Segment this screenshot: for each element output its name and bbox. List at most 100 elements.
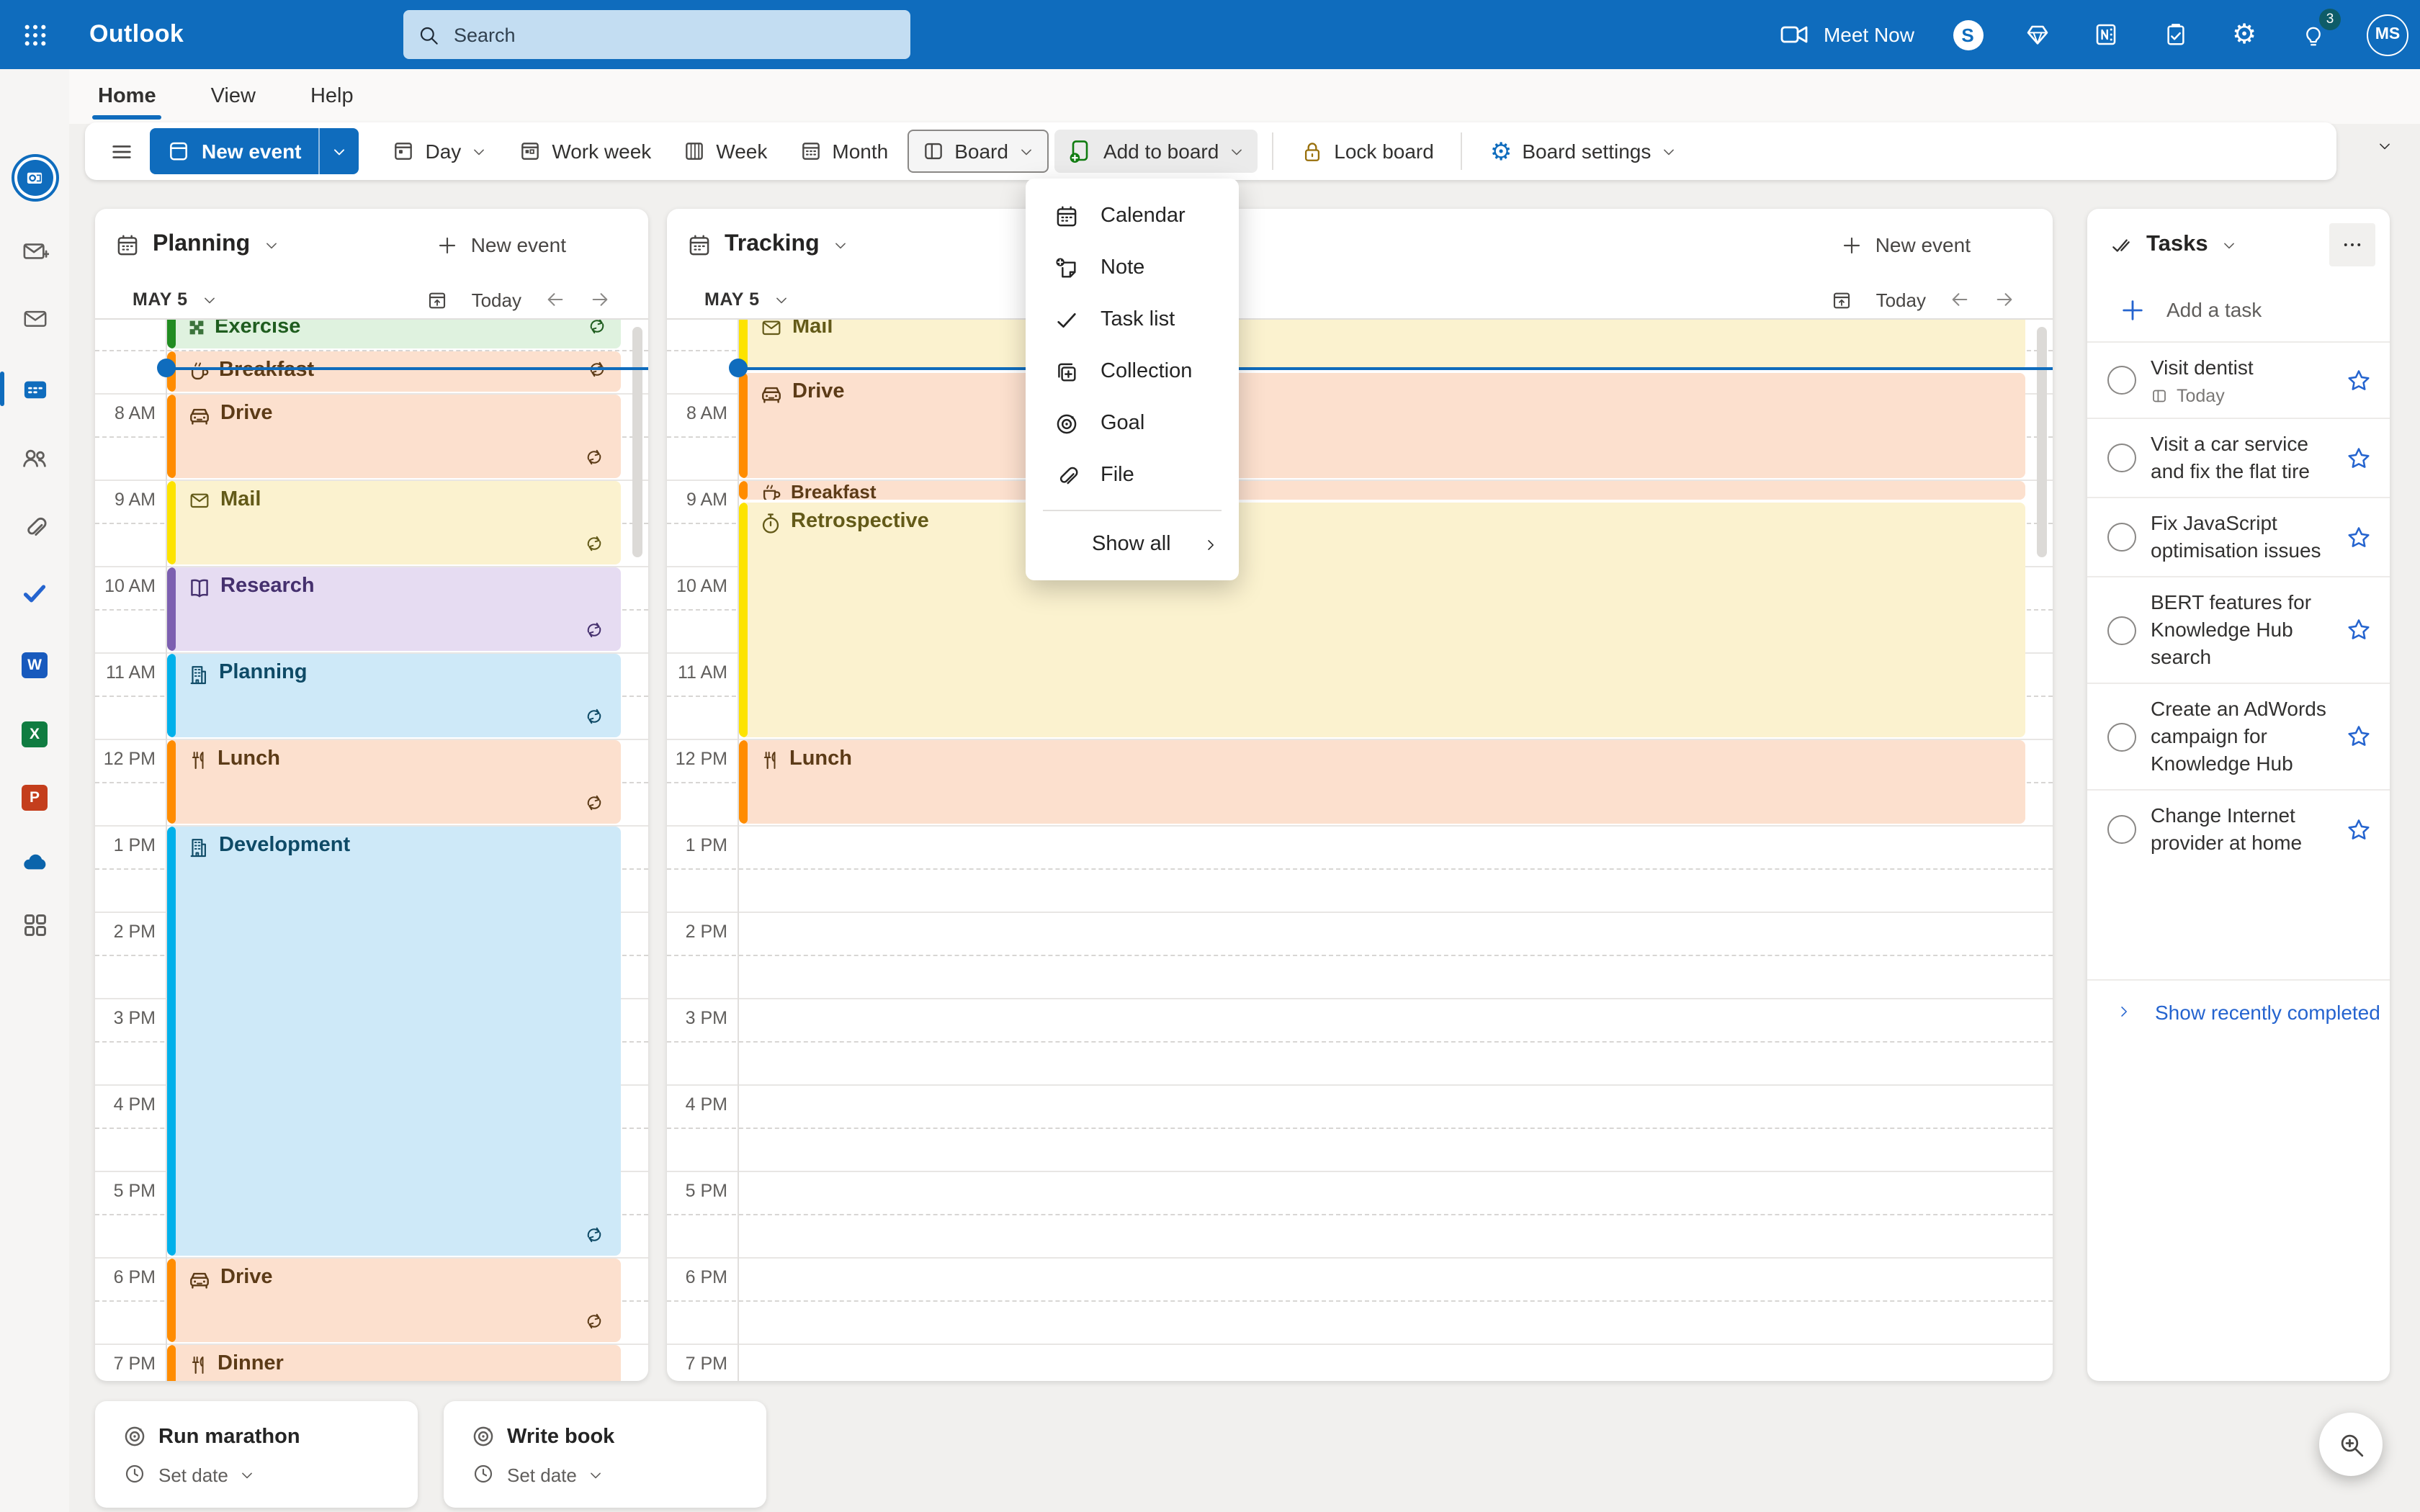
tab-help[interactable]: Help (310, 85, 354, 108)
my-day-button[interactable] (2159, 19, 2191, 50)
today-button[interactable]: Today (471, 289, 521, 310)
skype-button[interactable]: S (1952, 19, 1984, 50)
menu-item-goal[interactable]: Goal (1026, 397, 1239, 449)
star-icon[interactable] (2345, 523, 2372, 551)
new-event-dropdown[interactable] (318, 128, 359, 174)
task-complete-circle[interactable] (2107, 444, 2136, 472)
view-button-month[interactable]: Month (786, 131, 901, 171)
new-event-split-button[interactable]: New event (150, 128, 359, 174)
chevron-down-icon[interactable] (202, 292, 218, 307)
meet-now-button[interactable]: Meet Now (1780, 23, 1914, 46)
app-launcher-icon[interactable] (0, 0, 69, 69)
event-drive[interactable]: Drive (167, 394, 621, 477)
task-complete-circle[interactable] (2107, 722, 2136, 751)
event-breakfast[interactable]: Breakfast (167, 351, 621, 391)
rail-item-powerpoint[interactable]: P (0, 769, 69, 827)
goal-card-write-book[interactable]: Write book Set date (444, 1401, 766, 1508)
menu-item-file[interactable]: File (1026, 449, 1239, 501)
event-mail[interactable]: Mail (739, 320, 2025, 369)
event-drive[interactable]: Drive (739, 372, 2025, 477)
card-new-event-button[interactable]: New event (1841, 209, 1971, 281)
event-research[interactable]: Research (167, 567, 621, 650)
event-breakfast[interactable]: Breakfast (739, 480, 2025, 499)
event-development[interactable]: Development (167, 826, 621, 1255)
whats-new-button[interactable]: 3 (2298, 9, 2341, 50)
event-exercise[interactable]: Exercise (167, 320, 621, 348)
event-retrospective[interactable]: Retrospective (739, 502, 2025, 737)
next-day-arrow-icon[interactable] (589, 289, 611, 310)
menu-item-task-list[interactable]: Task list (1026, 294, 1239, 346)
view-button-week[interactable]: Week (670, 131, 780, 171)
rail-item-excel[interactable]: X (0, 706, 69, 763)
add-to-board-button[interactable]: Add to board (1054, 130, 1258, 173)
today-button[interactable]: Today (1876, 289, 1926, 310)
task-row[interactable]: Change Internet provider at home (2087, 789, 2390, 868)
search-input[interactable]: Search (403, 10, 910, 59)
new-event-button[interactable]: New event (150, 128, 319, 174)
event-drive[interactable]: Drive (167, 1258, 621, 1341)
rail-item-onedrive[interactable] (0, 832, 69, 890)
prev-day-arrow-icon[interactable] (544, 289, 566, 310)
rail-item-outlook-logo[interactable] (0, 148, 69, 206)
task-row[interactable]: Create an AdWords campaign for Knowledge… (2087, 683, 2390, 789)
show-recently-completed-link[interactable]: Show recently completed (2087, 979, 2390, 1043)
zoom-fab-button[interactable] (2319, 1413, 2383, 1476)
task-row[interactable]: Fix JavaScript optimisation issues (2087, 497, 2390, 576)
onenote-feed-button[interactable] (2090, 19, 2122, 50)
star-icon[interactable] (2345, 616, 2372, 644)
scrollbar[interactable] (629, 321, 644, 1375)
date-label[interactable]: MAY 5 (704, 289, 760, 310)
calendar-title[interactable]: Tracking (725, 232, 820, 256)
goal-card-run-marathon[interactable]: Run marathon Set date (95, 1401, 418, 1508)
board-settings-button[interactable]: ⚙ Board settings (1477, 130, 1690, 172)
rail-item-attachments[interactable] (0, 498, 69, 556)
date-label[interactable]: MAY 5 (133, 289, 188, 310)
star-icon[interactable] (2345, 816, 2372, 843)
star-icon[interactable] (2345, 444, 2372, 472)
premium-button[interactable] (2021, 19, 2053, 50)
lock-board-button[interactable]: Lock board (1288, 130, 1447, 172)
task-row[interactable]: Visit dentist Today (2087, 341, 2390, 418)
rail-item-compose-mail[interactable] (0, 222, 69, 279)
tab-view[interactable]: View (210, 85, 256, 108)
task-row[interactable]: Visit a car service and fix the flat tir… (2087, 418, 2390, 497)
calendar-title[interactable]: Planning (153, 232, 251, 256)
star-icon[interactable] (2345, 723, 2372, 750)
settings-button[interactable]: ⚙ (2228, 19, 2260, 50)
rail-item-people[interactable] (0, 429, 69, 487)
task-complete-circle[interactable] (2107, 523, 2136, 552)
task-complete-circle[interactable] (2107, 366, 2136, 395)
prev-day-arrow-icon[interactable] (1949, 289, 1971, 310)
chevron-down-icon[interactable] (2221, 237, 2237, 253)
ribbon-collapse-button[interactable] (2377, 138, 2393, 154)
set-date-button[interactable]: Set date (158, 1464, 256, 1486)
view-button-board[interactable]: Board (907, 130, 1049, 173)
chevron-down-icon[interactable] (263, 237, 279, 253)
task-complete-circle[interactable] (2107, 616, 2136, 644)
card-new-event-button[interactable]: New event (436, 209, 566, 281)
event-lunch[interactable]: Lunch (167, 739, 621, 823)
scrollbar[interactable] (2034, 321, 2048, 1375)
view-button-work-week[interactable]: Work week (506, 131, 664, 171)
rail-item-calendar[interactable] (0, 360, 69, 418)
avatar[interactable]: MS (2367, 14, 2408, 55)
menu-item-calendar[interactable]: Calendar (1026, 190, 1239, 242)
star-icon[interactable] (2345, 366, 2372, 394)
menu-item-collection[interactable]: Collection (1026, 346, 1239, 397)
event-mail[interactable]: Mail (167, 480, 621, 564)
event-lunch[interactable]: Lunch (739, 739, 2025, 823)
tab-home[interactable]: Home (91, 73, 163, 120)
view-button-day[interactable]: Day (380, 131, 501, 171)
menu-item-note[interactable]: Note (1026, 242, 1239, 294)
task-row[interactable]: BERT features for Knowledge Hub search (2087, 576, 2390, 683)
rail-item-mail[interactable] (0, 289, 69, 347)
chevron-down-icon[interactable] (774, 292, 790, 307)
chevron-down-icon[interactable] (833, 237, 848, 253)
event-dinner[interactable]: Dinner (167, 1344, 621, 1381)
rail-item-more-apps[interactable] (0, 896, 69, 953)
menu-item-show-all[interactable]: Show all (1026, 520, 1239, 569)
rail-item-word[interactable]: W (0, 636, 69, 694)
event-planning[interactable]: Planning (167, 653, 621, 737)
toolbar-overflow-button[interactable] (99, 130, 144, 172)
set-date-button[interactable]: Set date (507, 1464, 604, 1486)
